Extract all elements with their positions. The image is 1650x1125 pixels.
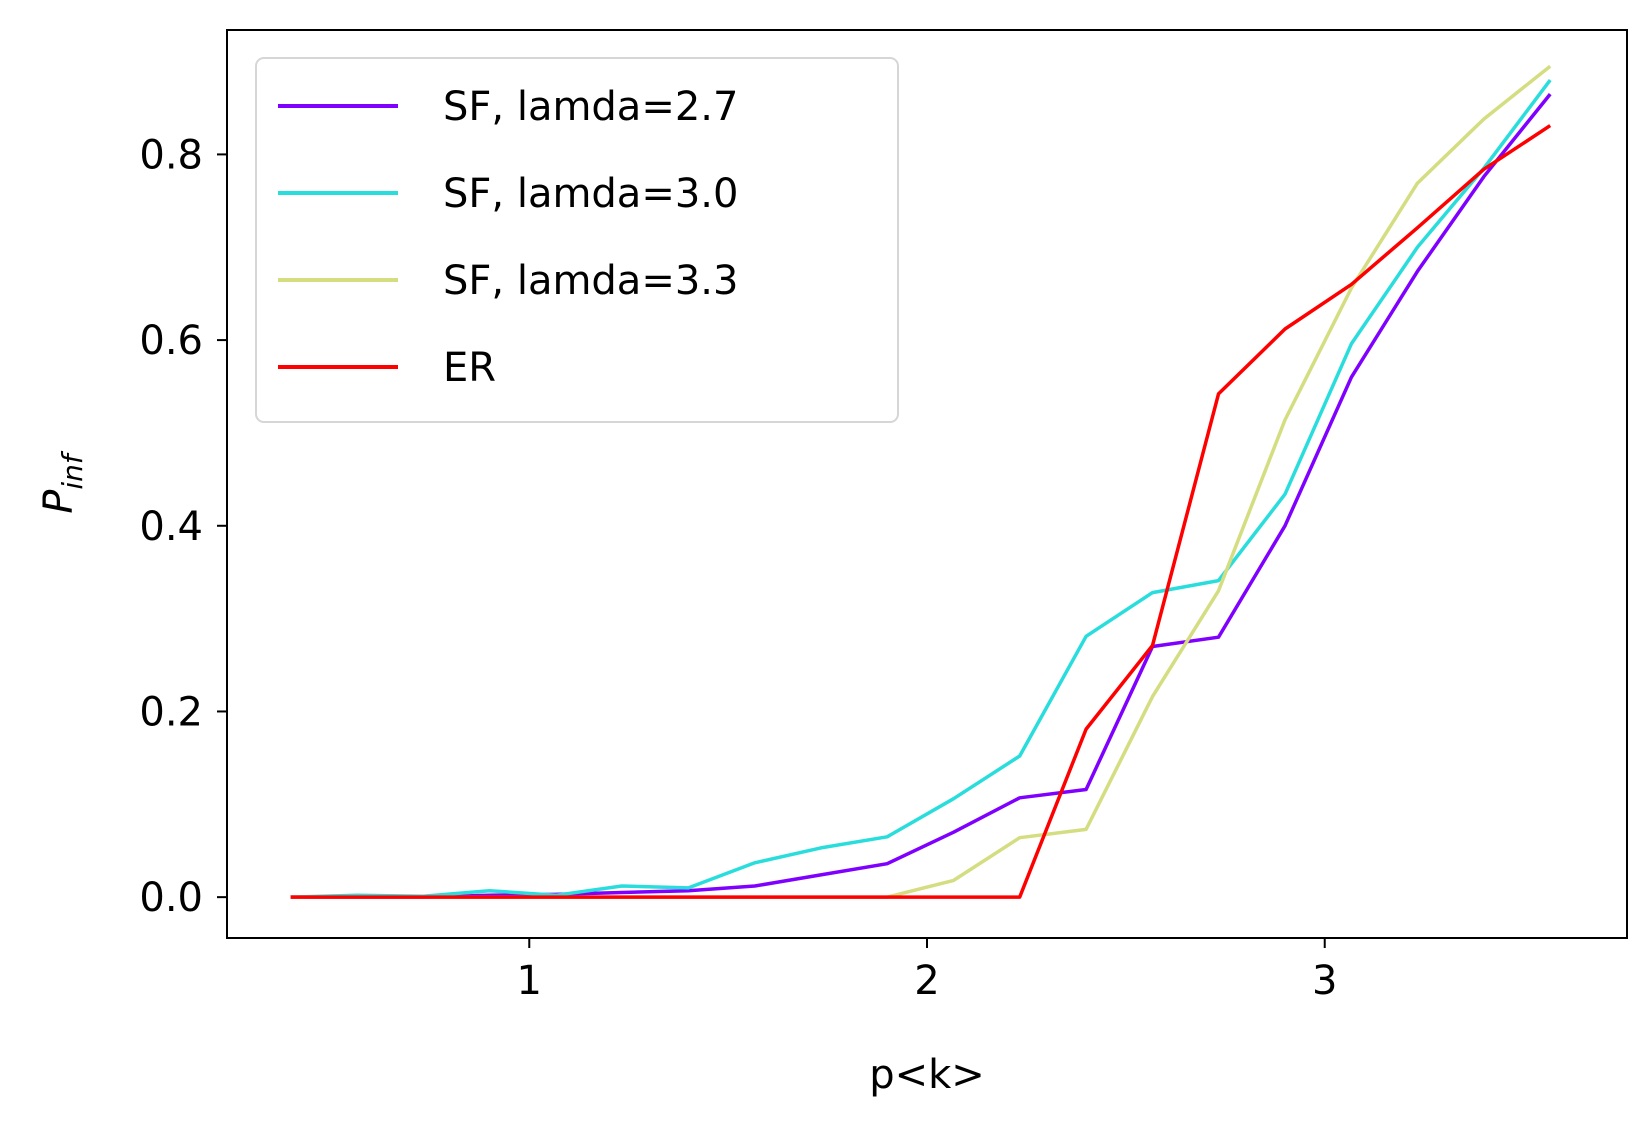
y-axis: 0.0 0.2 0.4 0.6 0.8: [139, 132, 227, 921]
x-tick-label: 2: [914, 958, 939, 1004]
x-axis: 1 2 3: [517, 938, 1337, 1004]
legend-label-2: SF, lamda=3.3: [443, 258, 738, 304]
x-tick-label: 1: [517, 958, 542, 1004]
x-tick-label: 3: [1312, 958, 1337, 1004]
legend-items: SF, lamda=2.7 SF, lamda=3.0 SF, lamda=3.3 E…: [278, 84, 738, 391]
y-axis-label-sub: inf: [56, 450, 89, 490]
y-tick-label: 0.2: [139, 689, 203, 735]
series-line-0: [290, 93, 1552, 899]
x-axis-label: p<k>: [869, 1052, 985, 1098]
legend: SF, lamda=2.7 SF, lamda=3.0 SF, lamda=3.3 E…: [255, 57, 899, 423]
legend-label-3: ER: [443, 345, 496, 391]
series-line-1: [290, 79, 1552, 899]
y-tick-label: 0.0: [139, 875, 203, 921]
y-tick-label: 0.8: [139, 132, 203, 178]
legend-label-0: SF, lamda=2.7: [443, 84, 738, 130]
legend-label-1: SF, lamda=3.0: [443, 171, 738, 217]
y-axis-label-main: P: [36, 489, 82, 514]
y-tick-label: 0.6: [139, 318, 203, 364]
series-line-3: [290, 124, 1552, 899]
series-layer: [290, 64, 1552, 899]
y-tick-label: 0.4: [139, 504, 203, 550]
y-axis-label: Pinf: [36, 450, 89, 514]
legend-box: [255, 57, 899, 423]
